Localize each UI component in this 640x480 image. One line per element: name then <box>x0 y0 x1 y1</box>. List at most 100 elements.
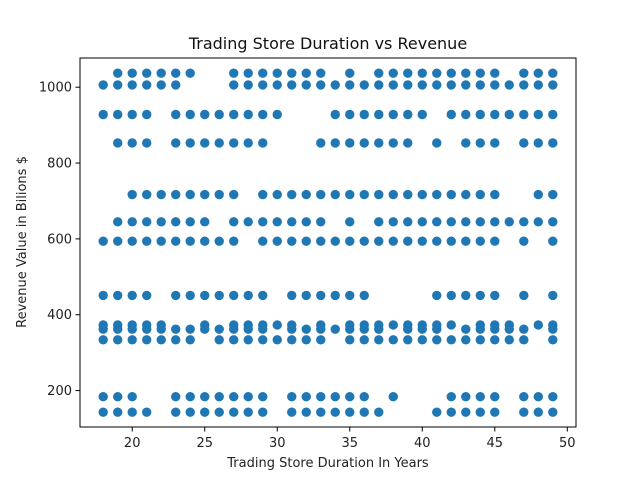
data-point <box>461 80 471 90</box>
data-point <box>171 217 181 227</box>
data-point <box>374 335 384 345</box>
data-point <box>403 189 413 200</box>
data-point <box>446 217 456 227</box>
data-point <box>330 391 340 402</box>
data-point <box>374 189 384 200</box>
data-point <box>287 335 297 345</box>
data-point <box>403 236 413 246</box>
x-tick-label: 30 <box>269 436 286 451</box>
data-point <box>504 80 514 90</box>
data-point <box>287 407 297 417</box>
data-point <box>345 391 355 402</box>
data-point <box>287 68 297 78</box>
data-point <box>475 391 485 402</box>
data-point <box>403 217 413 227</box>
data-point <box>229 407 239 417</box>
data-point <box>171 407 181 417</box>
data-point <box>403 335 413 345</box>
data-point <box>258 290 268 301</box>
data-point <box>287 189 297 200</box>
data-point <box>258 109 268 120</box>
data-point <box>127 68 137 78</box>
data-point <box>533 320 543 330</box>
data-point <box>519 391 529 402</box>
x-axis: 20 25 30 35 40 45 50 <box>124 427 576 451</box>
data-point <box>374 407 384 417</box>
data-point <box>316 80 326 90</box>
data-point <box>504 109 514 120</box>
data-point <box>417 80 427 90</box>
data-point <box>185 68 195 78</box>
data-point <box>345 335 355 345</box>
data-point <box>446 68 456 78</box>
data-point <box>142 109 152 120</box>
data-point <box>359 138 369 148</box>
data-point <box>113 324 123 334</box>
x-tick-label: 20 <box>124 436 141 451</box>
x-tick-label: 35 <box>341 436 358 451</box>
data-point <box>548 391 558 402</box>
data-point <box>243 407 253 417</box>
data-point <box>403 138 413 148</box>
data-point <box>345 217 355 227</box>
data-point <box>345 80 355 90</box>
data-point <box>432 138 442 148</box>
data-point <box>461 217 471 227</box>
data-point <box>475 236 485 246</box>
data-point <box>330 80 340 90</box>
data-point <box>200 290 210 301</box>
data-point <box>490 324 500 334</box>
data-point <box>446 80 456 90</box>
data-point <box>127 236 137 246</box>
chart-title: Trading Store Duration vs Revenue <box>188 34 467 53</box>
data-point <box>171 324 181 334</box>
data-point <box>301 391 311 402</box>
data-point <box>287 324 297 334</box>
data-point <box>432 236 442 246</box>
data-point <box>142 335 152 345</box>
data-point <box>316 189 326 200</box>
data-point <box>200 189 210 200</box>
data-point <box>316 68 326 78</box>
data-point <box>272 109 282 120</box>
data-point <box>461 189 471 200</box>
data-point <box>98 391 108 402</box>
data-point <box>533 189 543 200</box>
data-point <box>200 324 210 334</box>
data-point <box>185 407 195 417</box>
data-point <box>229 391 239 402</box>
data-point <box>359 236 369 246</box>
data-point <box>243 80 253 90</box>
data-point <box>548 189 558 200</box>
data-point <box>461 335 471 345</box>
plot-area-frame <box>79 57 577 428</box>
data-point <box>214 109 224 120</box>
data-point <box>417 324 427 334</box>
data-point <box>345 236 355 246</box>
data-point <box>548 80 558 90</box>
data-point <box>417 217 427 227</box>
data-point <box>461 407 471 417</box>
data-point <box>490 391 500 402</box>
data-point <box>127 189 137 200</box>
data-point <box>490 109 500 120</box>
data-point <box>185 290 195 301</box>
data-point <box>461 68 471 78</box>
data-point <box>98 236 108 246</box>
data-point <box>229 80 239 90</box>
data-point <box>548 236 558 246</box>
data-point <box>359 189 369 200</box>
data-point <box>156 189 166 200</box>
data-point <box>461 324 471 334</box>
data-point <box>388 80 398 90</box>
data-point <box>258 236 268 246</box>
data-point <box>127 335 137 345</box>
data-point <box>200 217 210 227</box>
data-point <box>142 80 152 90</box>
data-point <box>185 189 195 200</box>
data-point <box>533 80 543 90</box>
data-point <box>243 391 253 402</box>
y-axis: 200 400 600 800 1000 <box>39 81 80 399</box>
data-point <box>171 138 181 148</box>
